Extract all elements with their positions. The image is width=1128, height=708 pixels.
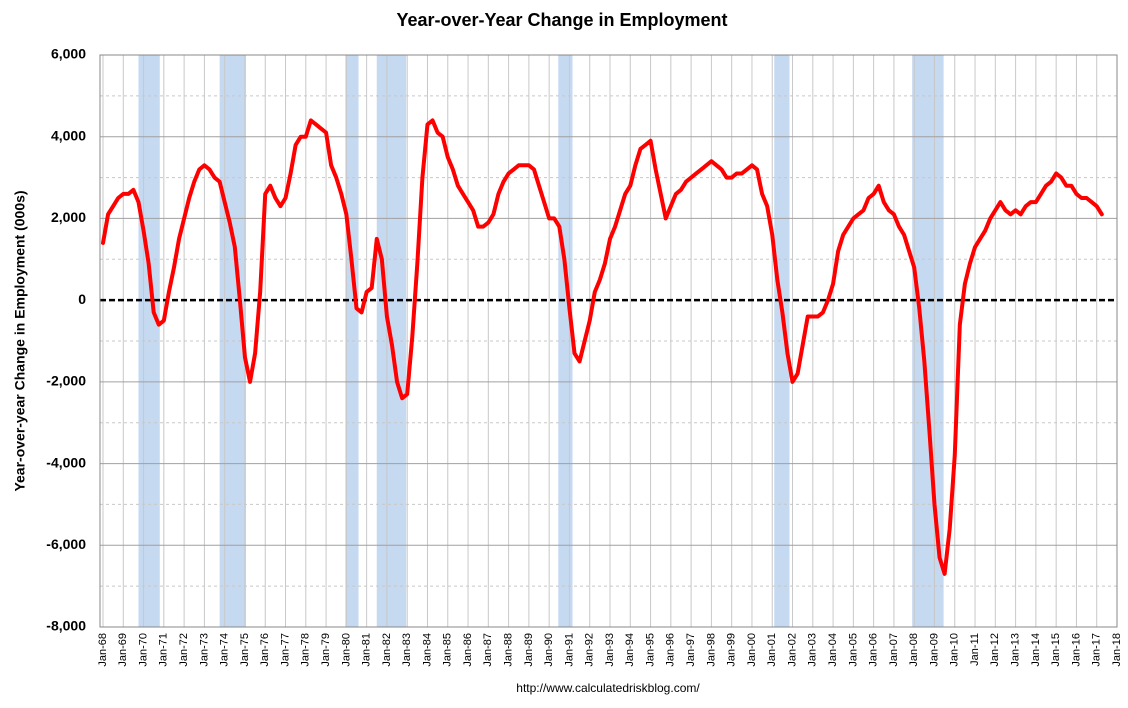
x-tick-label: Jan-01 — [766, 633, 778, 667]
x-tick-label: Jan-02 — [786, 633, 798, 667]
x-tick-label: Jan-14 — [1030, 633, 1042, 667]
recession-band — [345, 55, 359, 627]
x-tick-label: Jan-93 — [604, 633, 616, 667]
x-tick-label: Jan-07 — [888, 633, 900, 667]
x-tick-label: Jan-70 — [137, 633, 149, 667]
x-tick-label: Jan-81 — [361, 633, 373, 667]
x-tick-label: Jan-96 — [665, 633, 677, 667]
x-tick-label: Jan-00 — [746, 633, 758, 667]
x-tick-label: Jan-98 — [705, 633, 717, 667]
x-tick-label: Jan-72 — [178, 633, 190, 667]
y-tick-label: 0 — [78, 291, 86, 307]
recession-band — [774, 55, 790, 627]
x-tick-label: Jan-92 — [584, 633, 596, 667]
recession-band — [558, 55, 573, 627]
x-tick-label: Jan-94 — [624, 633, 636, 667]
x-tick-label: Jan-73 — [198, 633, 210, 667]
x-tick-label: Jan-16 — [1070, 633, 1082, 667]
x-tick-label: Jan-05 — [847, 633, 859, 667]
x-tick-label: Jan-80 — [340, 633, 352, 667]
x-tick-label: Jan-74 — [219, 633, 231, 667]
x-tick-label: Jan-10 — [949, 633, 961, 667]
x-tick-label: Jan-78 — [300, 633, 312, 667]
x-tick-label: Jan-85 — [442, 633, 454, 667]
y-tick-label: 6,000 — [51, 46, 86, 62]
y-tick-label: -4,000 — [46, 454, 86, 470]
x-tick-label: Jan-15 — [1050, 633, 1062, 667]
x-tick-label: Jan-83 — [401, 633, 413, 667]
x-tick-label: Jan-18 — [1111, 633, 1123, 667]
x-tick-label: Jan-08 — [908, 633, 920, 667]
x-tick-label: Jan-09 — [928, 633, 940, 667]
x-tick-label: Jan-91 — [563, 633, 575, 667]
series-line — [101, 118, 1104, 576]
x-tick-label: Jan-95 — [644, 633, 656, 667]
x-tick-label: Jan-71 — [158, 633, 170, 667]
x-tick-label: Jan-99 — [726, 633, 738, 667]
source-note: http://www.calculatedriskblog.com/ — [516, 681, 700, 695]
x-tick-label: Jan-86 — [462, 633, 474, 667]
y-tick-label: -6,000 — [46, 536, 86, 552]
x-tick-label: Jan-17 — [1091, 633, 1103, 667]
y-tick-label: 2,000 — [51, 209, 86, 225]
x-tick-label: Jan-77 — [279, 633, 291, 667]
x-tick-label: Jan-12 — [989, 633, 1001, 667]
x-tick-label: Jan-11 — [969, 633, 981, 666]
y-tick-label: 4,000 — [51, 127, 86, 143]
y-tick-label: -8,000 — [46, 618, 86, 634]
y-tick-label: -2,000 — [46, 373, 86, 389]
x-tick-label: Jan-90 — [543, 633, 555, 667]
plot-frame — [99, 54, 1118, 628]
y-axis-label: Year-over-year Change in Employment (000… — [12, 190, 28, 491]
x-tick-label: Jan-03 — [807, 633, 819, 667]
chart-title: Year-over-Year Change in Employment — [396, 10, 727, 30]
x-tick-label: Jan-79 — [320, 633, 332, 667]
x-tick-label: Jan-06 — [868, 633, 880, 667]
x-tick-label: Jan-89 — [523, 633, 535, 667]
x-tick-label: Jan-04 — [827, 633, 839, 667]
x-tick-label: Jan-82 — [381, 633, 393, 667]
x-tick-label: Jan-75 — [239, 633, 251, 667]
x-tick-label: Jan-76 — [259, 633, 271, 667]
x-tick-label: Jan-69 — [117, 633, 129, 667]
x-tick-label: Jan-87 — [482, 633, 494, 667]
x-tick-label: Jan-84 — [421, 633, 433, 667]
x-tick-label: Jan-68 — [97, 633, 109, 667]
x-tick-label: Jan-97 — [685, 633, 697, 667]
x-tick-label: Jan-13 — [1010, 633, 1022, 667]
x-tick-label: Jan-88 — [503, 633, 515, 667]
